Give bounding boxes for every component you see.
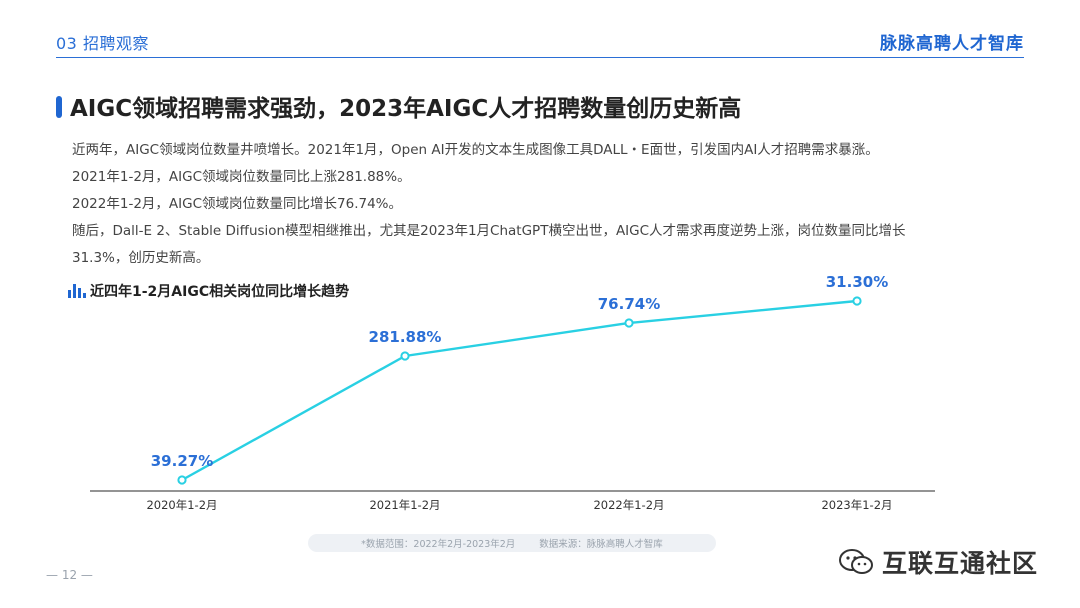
body-line: 2022年1-2月，AIGC领域岗位数量同比增长76.74%。: [72, 196, 402, 212]
section-label: 03 招聘观察: [56, 34, 149, 53]
x-tick-label: 2020年1-2月: [146, 498, 217, 512]
watermark: 互联互通社区: [838, 544, 1038, 580]
body-line: 2021年1-2月，AIGC领域岗位数量同比上涨281.88%。: [72, 169, 411, 185]
data-point: [852, 296, 862, 306]
brand-name: 脉脉高聘人才智库: [880, 34, 1024, 54]
data-source-note: 数据来源：脉脉高聘人才智库: [539, 539, 663, 550]
data-point: [400, 351, 410, 361]
wechat-icon: [838, 548, 874, 576]
data-range-note: *数据范围：2022年2月-2023年2月: [361, 539, 516, 550]
x-tick-label: 2023年1-2月: [821, 498, 892, 512]
body-line: 随后，Dall-E 2、Stable Diffusion模型相继推出，尤其是20…: [72, 223, 906, 239]
page-number: — 12 —: [46, 568, 93, 582]
body-line: 近两年，AIGC领域岗位数量井喷增长。2021年1月，Open AI开发的文本生…: [72, 142, 879, 158]
x-tick-label: 2022年1-2月: [593, 498, 664, 512]
data-point: [177, 475, 187, 485]
chart-header: 近四年1-2月AIGC相关岗位同比增长趋势: [68, 281, 349, 301]
data-label: 281.88%: [369, 328, 442, 346]
data-label: 76.74%: [598, 295, 660, 313]
data-point: [624, 318, 634, 328]
page-title: AIGC领域招聘需求强劲，2023年AIGC人才招聘数量创历史新高: [70, 96, 742, 122]
data-label: 39.27%: [151, 452, 213, 470]
x-tick-label: 2021年1-2月: [369, 498, 440, 512]
series-line: [181, 299, 858, 482]
footer-note: *数据范围：2022年2月-2023年2月 数据来源：脉脉高聘人才智库: [308, 534, 716, 552]
body-line: 31.3%，创历史新高。: [72, 250, 210, 266]
watermark-text: 互联互通社区: [882, 549, 1039, 578]
chart-title: 近四年1-2月AIGC相关岗位同比增长趋势: [90, 284, 350, 300]
title-accent-bar: [56, 96, 62, 118]
data-label: 31.30%: [826, 273, 888, 291]
bar-chart-icon: [68, 284, 86, 298]
body-paragraph: 近两年，AIGC领域岗位数量井喷增长。2021年1月，Open AI开发的文本生…: [72, 137, 1032, 272]
header-divider: [56, 57, 1024, 58]
